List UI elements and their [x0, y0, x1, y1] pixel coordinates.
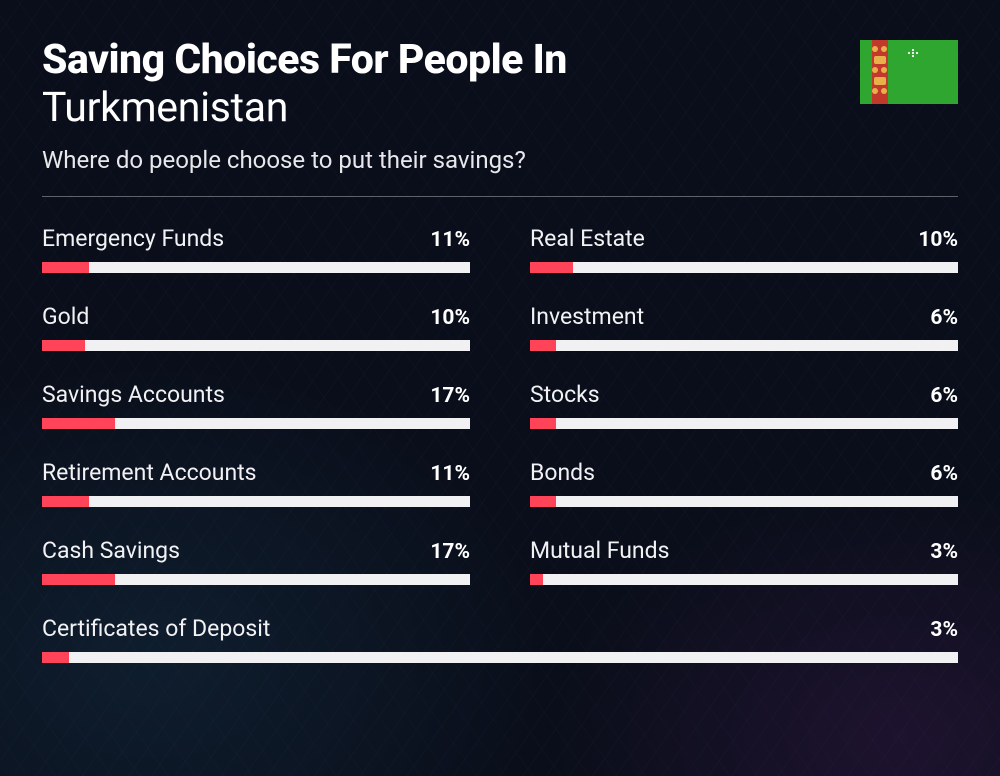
bar-label: Mutual Funds: [530, 537, 669, 564]
bar-label: Investment: [530, 303, 644, 330]
bar-item-head: Bonds 6%: [530, 459, 958, 486]
bar-value: 11%: [430, 462, 470, 486]
bar-track: [530, 340, 958, 351]
bar-value: 10%: [430, 306, 470, 330]
bar-value: 11%: [430, 228, 470, 252]
bar-track: [530, 496, 958, 507]
chart-grid: Emergency Funds 11% Real Estate 10% Gold 10% I…: [42, 225, 958, 663]
bar-fill: [530, 262, 573, 273]
bar-fill: [42, 262, 89, 273]
bar-item-head: Gold 10%: [42, 303, 470, 330]
bar-value: 3%: [930, 540, 958, 564]
bar-item-head: Certificates of Deposit 3%: [42, 615, 958, 642]
bar-label: Emergency Funds: [42, 225, 224, 252]
bar-label: Retirement Accounts: [42, 459, 257, 486]
bar-label: Real Estate: [530, 225, 645, 252]
bar-label: Bonds: [530, 459, 595, 486]
bar-item: Investment 6%: [530, 303, 958, 351]
bar-fill: [42, 574, 115, 585]
bar-track: [530, 574, 958, 585]
bar-fill: [530, 496, 556, 507]
bar-item-head: Savings Accounts 17%: [42, 381, 470, 408]
bar-label: Cash Savings: [42, 537, 180, 564]
bar-track: [530, 262, 958, 273]
bar-label: Savings Accounts: [42, 381, 225, 408]
bar-fill: [42, 340, 85, 351]
bar-item: Gold 10%: [42, 303, 470, 351]
divider: [42, 196, 958, 197]
bar-fill: [530, 418, 556, 429]
bar-item: Cash Savings 17%: [42, 537, 470, 585]
bar-label: Certificates of Deposit: [42, 615, 270, 642]
bar-item-head: Real Estate 10%: [530, 225, 958, 252]
bar-item: Stocks 6%: [530, 381, 958, 429]
bar-track: [42, 262, 470, 273]
bar-value: 17%: [430, 384, 470, 408]
bar-item: Real Estate 10%: [530, 225, 958, 273]
bar-item: Bonds 6%: [530, 459, 958, 507]
bar-track: [42, 652, 958, 663]
bar-item: Retirement Accounts 11%: [42, 459, 470, 507]
bar-item-head: Cash Savings 17%: [42, 537, 470, 564]
bar-track: [530, 418, 958, 429]
bar-track: [42, 574, 470, 585]
bar-item-head: Emergency Funds 11%: [42, 225, 470, 252]
bar-item-head: Stocks 6%: [530, 381, 958, 408]
header: Saving Choices For People In Turkmenista…: [42, 38, 958, 174]
bar-value: 6%: [930, 384, 958, 408]
bar-track: [42, 496, 470, 507]
title-line-2: Turkmenistan: [42, 85, 958, 132]
bar-fill: [42, 418, 115, 429]
bar-track: [42, 340, 470, 351]
bar-value: 17%: [430, 540, 470, 564]
bar-item-head: Investment 6%: [530, 303, 958, 330]
bar-item: Savings Accounts 17%: [42, 381, 470, 429]
subtitle: Where do people choose to put their savi…: [42, 146, 958, 174]
bar-fill: [530, 574, 543, 585]
bar-value: 6%: [930, 306, 958, 330]
bar-label: Stocks: [530, 381, 600, 408]
bar-value: 3%: [930, 618, 958, 642]
bar-fill: [530, 340, 556, 351]
bar-track: [42, 418, 470, 429]
bar-value: 10%: [918, 228, 958, 252]
bar-item: Emergency Funds 11%: [42, 225, 470, 273]
bar-value: 6%: [930, 462, 958, 486]
bar-item: Certificates of Deposit 3%: [42, 615, 958, 663]
bar-item-head: Mutual Funds 3%: [530, 537, 958, 564]
title-line-1: Saving Choices For People In: [42, 38, 958, 83]
bar-fill: [42, 496, 89, 507]
bar-label: Gold: [42, 303, 89, 330]
flag-icon: [860, 40, 958, 104]
bar-fill: [42, 652, 69, 663]
bar-item: Mutual Funds 3%: [530, 537, 958, 585]
bar-item-head: Retirement Accounts 11%: [42, 459, 470, 486]
